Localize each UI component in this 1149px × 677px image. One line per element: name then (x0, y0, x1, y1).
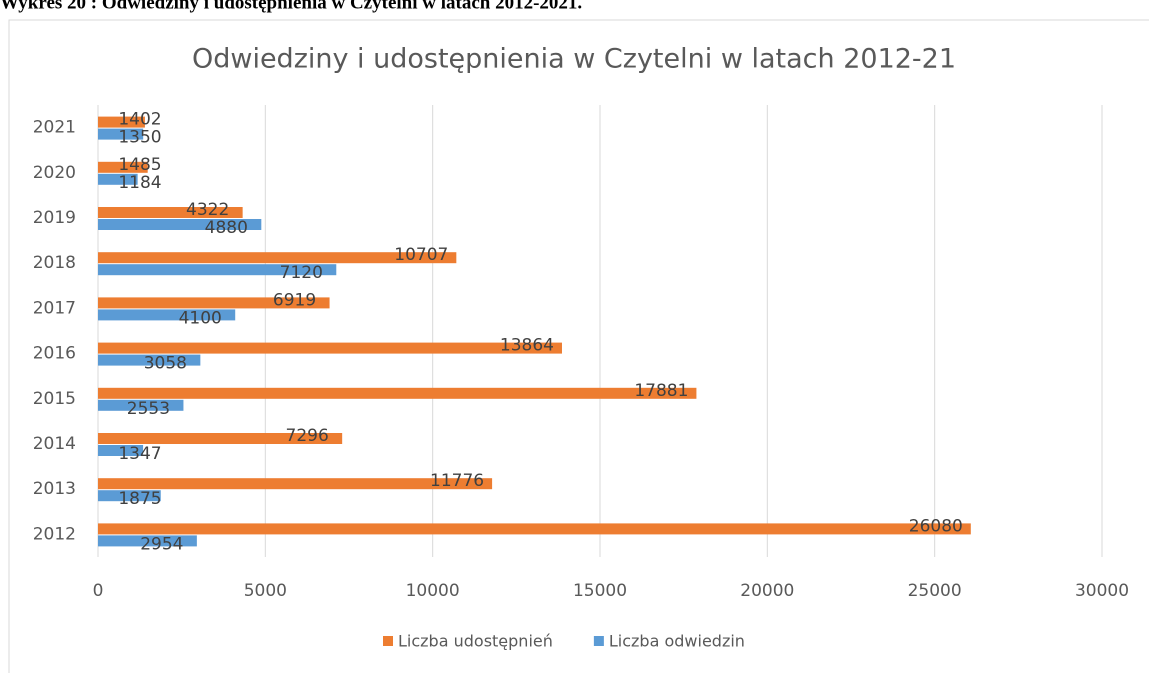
legend: Liczba udostępnień Liczba odwiedzin (383, 632, 745, 651)
x-tick-label: 10000 (406, 581, 460, 601)
y-tick-label: 2012 (33, 524, 76, 544)
y-tick-label: 2015 (33, 389, 76, 409)
bar (98, 173, 138, 185)
bar (98, 252, 457, 264)
legend-swatch (383, 636, 393, 646)
bar (98, 128, 144, 140)
x-tick-label: 0 (93, 581, 104, 601)
x-tick-label: 15000 (573, 581, 627, 601)
y-tick-label: 2016 (33, 344, 76, 364)
legend-label: Liczba udostępnień (398, 632, 553, 651)
data-label: 1184 (118, 173, 161, 193)
data-label: 17881 (634, 381, 688, 401)
data-label: 10707 (394, 245, 448, 265)
y-tick-label: 2020 (33, 163, 76, 183)
bar (98, 433, 343, 444)
bar (98, 297, 330, 309)
y-tick-label: 2013 (33, 479, 76, 499)
data-label: 6919 (273, 290, 316, 310)
bar (98, 387, 697, 399)
bar (98, 219, 262, 230)
bar (98, 523, 971, 535)
bar (98, 342, 562, 354)
bar (98, 445, 144, 456)
data-label: 1875 (118, 489, 161, 509)
data-label: 4322 (186, 200, 229, 220)
bar (98, 116, 145, 128)
data-label: 11776 (430, 471, 484, 491)
bar (98, 207, 243, 218)
data-label: 1347 (118, 444, 161, 464)
data-label: 1402 (118, 110, 161, 130)
data-label: 1485 (118, 155, 161, 175)
data-label: 1350 (118, 128, 161, 148)
legend-swatch (593, 636, 604, 646)
x-tick-label: 25000 (908, 581, 962, 601)
bar (98, 354, 201, 366)
y-tick-label: 2019 (33, 208, 76, 228)
bar (98, 264, 337, 276)
bar (98, 309, 236, 321)
data-label: 13864 (500, 336, 554, 356)
data-label: 7120 (280, 263, 323, 283)
data-label: 7296 (286, 426, 329, 446)
x-tick-label: 20000 (740, 581, 794, 601)
bar (98, 161, 148, 173)
bar (98, 535, 197, 547)
y-tick-label: 2021 (33, 118, 76, 138)
bar (98, 478, 493, 490)
chart-title: Odwiedziny i udostępnienia w Czytelni w … (192, 44, 956, 75)
x-tick-label: 5000 (244, 581, 287, 601)
legend-label: Liczba odwiedzin (609, 632, 745, 651)
data-label: 2954 (140, 534, 183, 554)
bar (98, 399, 184, 411)
data-label: 3058 (144, 354, 187, 374)
data-label: 4880 (205, 218, 248, 238)
x-tick-label: 30000 (1075, 581, 1129, 601)
data-label: 2553 (127, 399, 170, 419)
y-tick-label: 2018 (33, 253, 76, 273)
y-tick-label: 2017 (33, 298, 76, 318)
bar (98, 490, 161, 502)
data-label: 26080 (909, 516, 963, 536)
data-label: 4100 (179, 308, 222, 328)
caption: Wykres 20 : Odwiedziny i udostępnienia w… (0, 0, 582, 13)
y-tick-label: 2014 (33, 434, 76, 454)
